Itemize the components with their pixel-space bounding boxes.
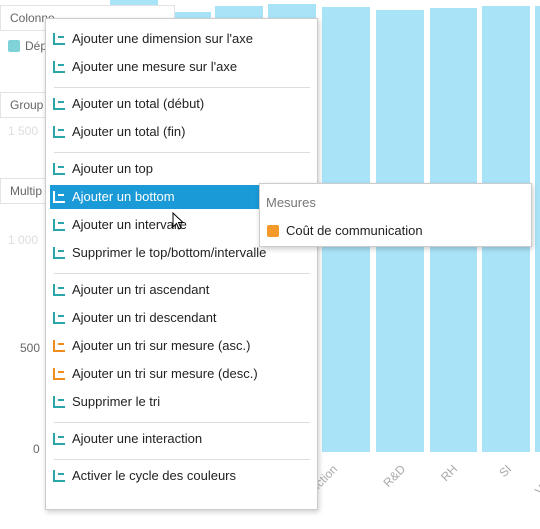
separator [54, 422, 310, 423]
separator [54, 273, 310, 274]
menu-item-label: Ajouter un total (fin) [72, 124, 186, 139]
category-label: RH [437, 462, 460, 485]
menu-icon [53, 284, 65, 296]
menu-item[interactable]: Ajouter un intervalle [50, 213, 314, 237]
tick-label: 500 [20, 341, 41, 355]
menu-icon [53, 340, 65, 352]
menu-item[interactable]: Ajouter un total (fin) [50, 120, 314, 144]
separator [54, 87, 310, 88]
menu-item[interactable]: Ajouter un tri ascendant [50, 278, 314, 302]
menu-icon [53, 368, 65, 380]
menu-item[interactable]: Supprimer le tri [50, 390, 314, 414]
faded-tick: 1 000 [8, 233, 39, 247]
measure-icon [267, 225, 279, 237]
menu-item-label: Ajouter un tri sur mesure (desc.) [72, 366, 258, 381]
menu-icon [53, 163, 65, 175]
menu-icon [53, 247, 65, 259]
menu-item-label: Ajouter un total (début) [72, 96, 205, 111]
menu-item[interactable]: Supprimer le top/bottom/intervalle [50, 241, 314, 265]
menu-item-label: Activer le cycle des couleurs [72, 468, 237, 483]
category-label: R&D [380, 462, 408, 490]
context-menu: Ajouter une dimension sur l'axe Ajouter u… [45, 18, 318, 510]
tick-label: 0 [33, 442, 40, 456]
menu-item-label: Ajouter un tri descendant [72, 310, 217, 325]
menu-item-label: Ajouter un intervalle [72, 217, 187, 232]
menu-item-label: Supprimer le top/bottom/intervalle [72, 245, 267, 260]
bg-bar [535, 6, 540, 452]
menu-item[interactable]: Ajouter un tri descendant [50, 306, 314, 330]
menu-item-label: Ajouter une dimension sur l'axe [72, 31, 253, 46]
menu-item[interactable]: Ajouter un top [50, 157, 314, 181]
menu-item[interactable]: Ajouter une dimension sur l'axe [50, 27, 314, 51]
menu-icon [53, 98, 65, 110]
menu-icon [53, 433, 65, 445]
faded-tick: 1 500 [8, 124, 39, 138]
category-label: SI [495, 462, 514, 480]
submenu: Mesures Coût de communication [259, 183, 532, 247]
cursor [172, 212, 185, 230]
menu-icon [53, 219, 65, 231]
menu-icon [53, 191, 65, 203]
submenu-item[interactable]: Coût de communication [264, 219, 528, 243]
menu-icon [53, 396, 65, 408]
menu-item-label: Ajouter un tri sur mesure (asc.) [72, 338, 251, 353]
menu-item-label: Ajouter un top [72, 161, 153, 176]
submenu-title: Mesures [266, 195, 316, 210]
menu-item[interactable]: Ajouter un tri sur mesure (desc.) [50, 362, 314, 386]
menu-icon [53, 470, 65, 482]
menu-item[interactable]: Ajouter un total (début) [50, 92, 314, 116]
dimension-icon [8, 40, 20, 52]
separator [54, 152, 310, 153]
menu-item-label: Supprimer le tri [72, 394, 161, 409]
submenu-item-label: Coût de communication [286, 223, 423, 238]
menu-item-label: Ajouter un tri ascendant [72, 282, 210, 297]
menu-item-label: Ajouter une interaction [72, 431, 203, 446]
dimension-label: Dép [25, 39, 48, 53]
menu-item-label: Ajouter une mesure sur l'axe [72, 59, 238, 74]
menu-item-label: Ajouter un bottom [72, 189, 175, 204]
menu-item[interactable]: Ajouter une mesure sur l'axe [50, 55, 314, 79]
menu-icon [53, 33, 65, 45]
menu-item[interactable]: Ajouter une interaction [50, 427, 314, 451]
menu-icon [53, 61, 65, 73]
menu-item[interactable]: Activer le cycle des couleurs [50, 464, 314, 488]
menu-icon [53, 312, 65, 324]
category-label: Ve [532, 478, 540, 498]
separator [54, 459, 310, 460]
menu-item[interactable]: Ajouter un tri sur mesure (asc.) [50, 334, 314, 358]
menu-icon [53, 126, 65, 138]
